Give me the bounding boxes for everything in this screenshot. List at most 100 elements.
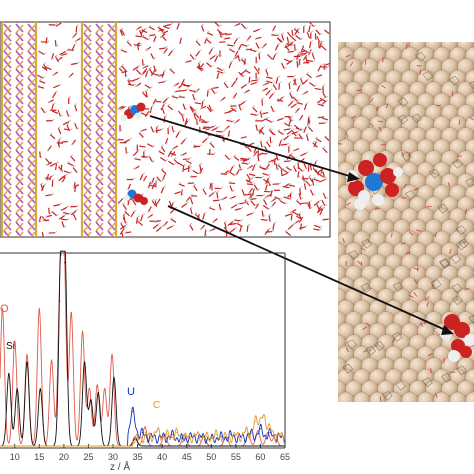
series-black-point (113, 376, 115, 378)
water-molecule (253, 65, 259, 72)
water-molecule (192, 169, 199, 175)
water-hydrogen (322, 84, 326, 87)
water-molecule (299, 78, 304, 85)
water-hydrogen (257, 72, 261, 75)
slab-bond (107, 222, 116, 232)
water-hydrogen (151, 198, 155, 201)
water-molecule (302, 48, 309, 54)
slab-bond (83, 132, 92, 142)
water-hydrogen (43, 52, 47, 55)
water-molecule (282, 185, 290, 189)
surface-cavity (404, 190, 416, 201)
water-hydrogen (165, 46, 168, 49)
water-hydrogen (222, 130, 226, 133)
water-molecule (139, 174, 144, 181)
water-hydrogen (272, 29, 275, 32)
slab-bond (3, 69, 12, 79)
water-hydrogen (142, 66, 145, 69)
slab-bond (95, 69, 104, 79)
water-hydrogen (267, 160, 271, 163)
water-molecule (140, 214, 144, 222)
water-molecule (171, 126, 175, 133)
water-molecule (119, 228, 125, 235)
water-hydrogen (268, 227, 272, 230)
water-molecule (292, 96, 298, 102)
water-hydrogen (270, 189, 273, 193)
water-molecule (287, 101, 294, 107)
water-hydrogen (136, 149, 140, 152)
water-hydrogen (129, 137, 133, 140)
water-hydrogen (324, 121, 328, 124)
slab-bond (15, 69, 24, 79)
water-hydrogen (132, 177, 136, 180)
water-hydrogen (325, 196, 329, 200)
surface-water (413, 187, 419, 192)
water-molecule (313, 178, 320, 182)
water-hydrogen (321, 206, 325, 209)
water-hydrogen (301, 128, 305, 131)
water-hydrogen (281, 32, 284, 35)
water-molecule (274, 196, 281, 201)
series-red-point (26, 353, 28, 355)
water-hydrogen (256, 145, 259, 148)
water-molecule (229, 166, 234, 173)
water-hydrogen (311, 51, 315, 54)
water-molecule (229, 185, 234, 192)
water-molecule (147, 181, 152, 189)
water-hydrogen (271, 160, 275, 163)
water-hydrogen (237, 36, 240, 39)
series-red-point (1, 307, 4, 310)
water-molecule (276, 37, 283, 43)
slab-bond (83, 69, 92, 79)
water-hydrogen (187, 181, 190, 184)
water-hydrogen (265, 75, 269, 78)
surface-cavity (391, 332, 403, 342)
water-molecule (142, 36, 149, 41)
water-hydrogen (265, 188, 268, 192)
slab-bond (83, 60, 92, 70)
surface-atom (369, 391, 387, 402)
slab-bond (15, 96, 24, 106)
water-molecule (200, 25, 205, 32)
water-molecule (261, 210, 264, 218)
water-hydrogen (273, 110, 276, 113)
water-molecule (150, 126, 155, 133)
water-molecule (63, 128, 71, 131)
water-molecule (152, 224, 159, 229)
water-hydrogen (315, 159, 319, 162)
water-hydrogen (172, 200, 176, 204)
water-molecule (224, 222, 227, 229)
water-hydrogen (59, 137, 62, 140)
slab-bond (27, 213, 36, 223)
water-hydrogen (254, 207, 258, 210)
water-molecule (37, 74, 44, 79)
water-hydrogen (248, 172, 252, 175)
water-hydrogen (194, 111, 198, 114)
water-hydrogen (281, 40, 285, 43)
slab-bond (107, 105, 116, 115)
water-molecule (182, 165, 185, 172)
water-molecule (296, 200, 302, 206)
water-hydrogen (304, 179, 307, 182)
water-molecule (169, 68, 175, 74)
water-hydrogen (306, 201, 310, 204)
slab-bond (15, 177, 24, 187)
water-molecule (226, 119, 233, 123)
x-tick-label: 55 (231, 452, 241, 462)
water-hydrogen (308, 115, 311, 118)
slab-bond (83, 78, 92, 88)
slab-bond (5, 231, 12, 237)
water-hydrogen (301, 49, 304, 52)
annotation-si: Si (6, 341, 15, 352)
water-molecule (59, 175, 66, 180)
water-hydrogen (226, 235, 229, 237)
water-hydrogen (169, 67, 173, 70)
water-hydrogen (234, 54, 238, 58)
water-hydrogen (263, 197, 266, 200)
water-molecule (230, 204, 237, 209)
water-hydrogen (297, 27, 301, 30)
water-hydrogen (221, 35, 224, 39)
water-molecule (322, 91, 327, 99)
surface-water (369, 97, 374, 103)
